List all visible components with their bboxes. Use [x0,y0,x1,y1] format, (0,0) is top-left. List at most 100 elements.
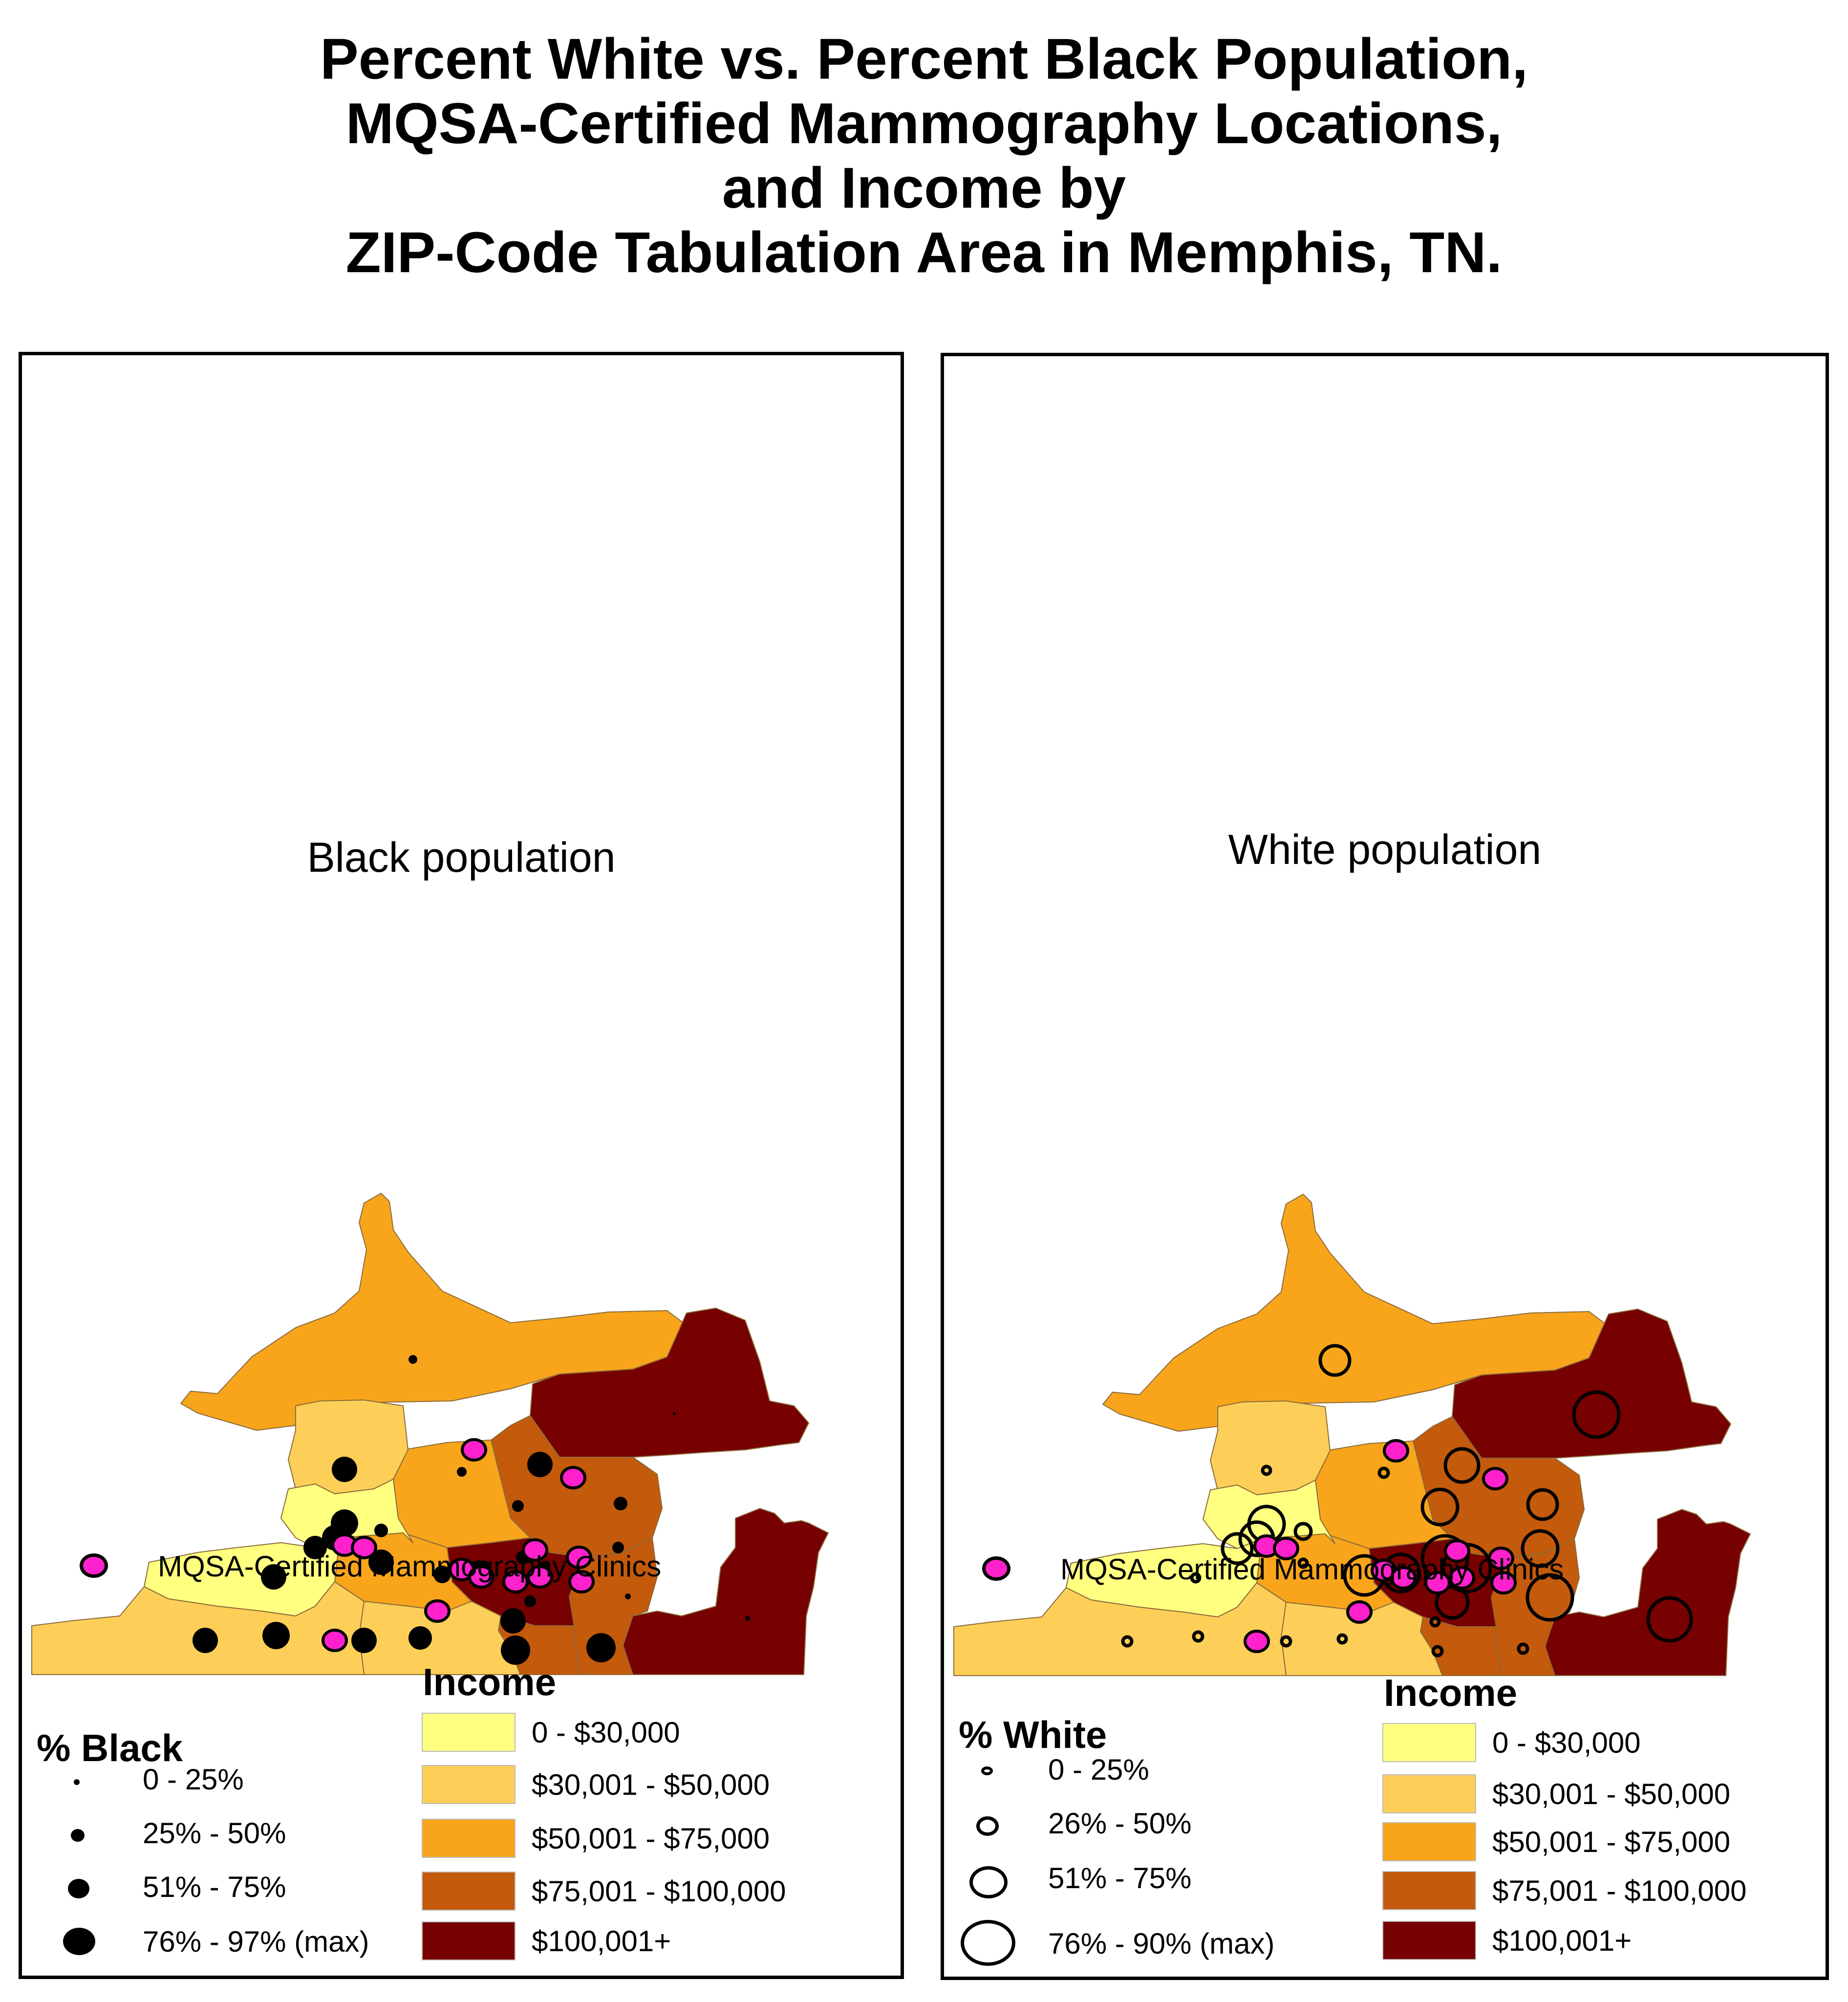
income-class-label: $100,001+ [1492,1924,1632,1957]
white-population-ring [1572,1390,1621,1439]
white-population-ring [1521,1529,1560,1568]
percent-white-class-1: 0 - 25% [944,1753,1335,1792]
black-population-dot [501,1636,530,1665]
ring-icon-medium [976,1816,999,1836]
percent-white-legend-title: % White [959,1713,1107,1756]
zone-east-100k-plus [1545,1509,1751,1676]
clinic-marker [527,1565,553,1589]
income-swatch [422,1713,516,1752]
white-population-ring [1336,1633,1348,1645]
title-line-3: and Income by [722,156,1126,220]
map-title: Percent White vs. Percent Black Populati… [0,27,1848,285]
clinic-marker [351,1536,377,1559]
zone-downtown-0-30k [1203,1480,1335,1549]
income-swatch [422,1921,516,1960]
clinic-marker [1444,1539,1470,1563]
clinic-marker [1490,1571,1517,1594]
black-population-map [31,1193,829,1675]
clinic-marker [1482,1467,1508,1490]
black-population-panel: Black population MQSA-Certified Mammogra… [19,352,904,1979]
black-population-dot [524,1595,536,1607]
clinic-marker [566,1546,592,1569]
clinic-legend-label: MQSA-Certified Mammography Clinics [158,1550,662,1583]
black-population-dot [193,1628,218,1653]
zone-east-100k-plus [623,1508,829,1675]
black-population-dot [745,1616,750,1621]
income-class-label: $75,001 - $100,000 [1492,1874,1747,1907]
clinic-marker [1488,1547,1514,1570]
black-population-dot [408,1626,432,1650]
white-population-ring [1517,1642,1529,1655]
income-class-label: $75,001 - $100,000 [532,1875,786,1908]
clinic-legend-label: MQSA-Certified Mammography Clinics [1060,1553,1564,1586]
percent-black-class-2: 25% - 50% [22,1816,413,1855]
income-swatch [1382,1921,1476,1960]
white-population-ring [1318,1344,1352,1377]
percent-black-legend-title: % Black [37,1726,183,1769]
dot-icon-xlarge [63,1928,95,1955]
white-population-ring [1431,1645,1444,1658]
black-population-dot [457,1467,467,1477]
black-population-dot [433,1566,451,1583]
black-population-dot [673,1412,676,1415]
percent-white-class-3: 51% - 75% [944,1861,1335,1900]
clinic-marker [1244,1630,1270,1653]
white-population-ring [1429,1616,1441,1628]
white-population-ring [1526,1573,1574,1622]
dot-icon-medium [71,1829,85,1842]
zone-northwest-50-75k [180,1193,687,1431]
percent-black-class-label: 76% - 97% (max) [143,1925,369,1958]
income-class-label: $50,001 - $75,000 [1492,1826,1731,1858]
income-class-label: $50,001 - $75,000 [532,1822,770,1855]
white-population-ring [1221,1532,1254,1565]
white-population-ring [1526,1488,1559,1521]
black-population-dot [500,1608,526,1634]
white-population-ring [1443,1447,1481,1484]
income-swatch [1382,1774,1476,1813]
clinic-marker [568,1570,595,1593]
black-population-dot [614,1497,627,1510]
percent-black-class-label: 51% - 75% [143,1871,286,1903]
income-swatch [422,1819,516,1858]
title-line-4: ZIP-Code Tabulation Area in Memphis, TN. [345,220,1503,285]
black-population-dot [332,1457,357,1482]
income-swatch [1382,1822,1476,1861]
white-population-ring [1297,1557,1309,1569]
white-population-ring [1190,1572,1202,1584]
white-population-map [953,1194,1751,1676]
clinic-marker [522,1538,548,1562]
black-population-dot [262,1622,290,1649]
income-class-label: 0 - $30,000 [1492,1726,1641,1759]
clinic-marker [468,1565,494,1589]
clinic-marker [502,1570,529,1593]
zone-north-30-50k [1210,1400,1331,1495]
title-line-2: MQSA-Certified Mammography Locations, [345,91,1503,156]
black-population-dot [408,1355,417,1364]
white-population-ring [1646,1596,1693,1643]
dot-icon-small [74,1779,80,1785]
percent-black-class-3: 51% - 75% [22,1870,413,1909]
title-line-1: Percent White vs. Percent Black Populati… [320,27,1528,91]
zone-southwest-30-50k [953,1582,1287,1676]
dot-icon-large [68,1879,89,1898]
black-population-dot [368,1550,394,1575]
zone-northeast-100k-plus [530,1308,809,1458]
white-population-ring [1261,1464,1272,1476]
black-population-dot [586,1633,616,1662]
income-class-label: $30,001 - $50,000 [1492,1778,1731,1810]
income-swatch [422,1872,516,1911]
percent-white-class-label: 0 - 25% [1048,1753,1149,1786]
clinic-marker-icon [80,1553,108,1578]
clinic-marker [461,1438,487,1462]
income-legend-title-black: Income [423,1660,557,1703]
percent-black-class-label: 0 - 25% [143,1763,244,1796]
clinic-marker [1383,1439,1409,1463]
white-population-ring [1121,1635,1134,1648]
panel-title-white: White population [1228,826,1542,873]
percent-white-class-2: 26% - 50% [944,1807,1335,1846]
percent-black-class-4: 76% - 97% (max) [22,1919,428,1958]
white-population-ring [1420,1487,1460,1527]
clinic-marker [424,1599,451,1623]
percent-black-class-label: 25% - 50% [143,1817,286,1850]
ring-icon-small [981,1766,993,1775]
